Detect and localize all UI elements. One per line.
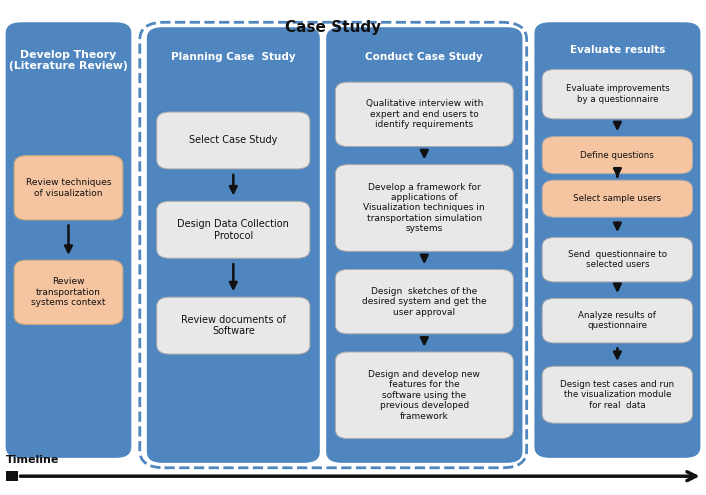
Text: Case Study: Case Study: [285, 20, 381, 35]
FancyBboxPatch shape: [157, 297, 310, 354]
FancyBboxPatch shape: [542, 298, 693, 343]
FancyBboxPatch shape: [147, 27, 320, 463]
FancyBboxPatch shape: [335, 165, 513, 251]
Text: Select sample users: Select sample users: [573, 194, 662, 203]
Text: Review
transportation
systems context: Review transportation systems context: [31, 277, 106, 307]
FancyBboxPatch shape: [335, 352, 513, 439]
FancyBboxPatch shape: [542, 366, 693, 423]
Text: Analyze results of
questionnaire: Analyze results of questionnaire: [578, 311, 657, 330]
Text: Timeline: Timeline: [6, 455, 59, 465]
Text: Planning Case  Study: Planning Case Study: [171, 52, 296, 62]
Text: Design test cases and run
the visualization module
for real  data: Design test cases and run the visualizat…: [561, 380, 674, 410]
FancyBboxPatch shape: [157, 201, 310, 258]
Text: Define questions: Define questions: [580, 150, 654, 159]
FancyBboxPatch shape: [542, 69, 693, 119]
Text: Evaluate improvements
by a questionnaire: Evaluate improvements by a questionnaire: [566, 85, 669, 104]
FancyBboxPatch shape: [157, 112, 310, 169]
Text: Conduct Case Study: Conduct Case Study: [366, 52, 483, 62]
Text: Review techniques
of visualization: Review techniques of visualization: [25, 178, 112, 198]
Text: Qualitative interview with
expert and end users to
identify requirements: Qualitative interview with expert and en…: [366, 99, 483, 129]
FancyBboxPatch shape: [542, 238, 693, 282]
FancyBboxPatch shape: [335, 82, 513, 147]
Text: Design  sketches of the
desired system and get the
user approval: Design sketches of the desired system an…: [362, 287, 486, 317]
FancyBboxPatch shape: [542, 137, 693, 174]
Text: Review documents of
Software: Review documents of Software: [181, 315, 286, 337]
FancyBboxPatch shape: [542, 180, 693, 217]
FancyBboxPatch shape: [534, 22, 700, 458]
Text: Design and develop new
features for the
software using the
previous developed
fr: Design and develop new features for the …: [369, 370, 480, 421]
Text: Send  questionnaire to
selected users: Send questionnaire to selected users: [568, 250, 667, 269]
Text: Develop a framework for
applications of
Visualization techniques in
transportati: Develop a framework for applications of …: [364, 183, 485, 233]
Text: Design Data Collection
Protocol: Design Data Collection Protocol: [177, 219, 289, 241]
Text: Select Case Study: Select Case Study: [189, 136, 277, 146]
Text: Evaluate results: Evaluate results: [570, 45, 665, 54]
FancyBboxPatch shape: [6, 22, 131, 458]
FancyBboxPatch shape: [14, 260, 123, 325]
FancyBboxPatch shape: [335, 269, 513, 334]
FancyBboxPatch shape: [326, 27, 522, 463]
Text: Develop Theory
(Literature Review): Develop Theory (Literature Review): [9, 50, 128, 71]
FancyBboxPatch shape: [14, 155, 123, 220]
Bar: [6, 471, 18, 481]
